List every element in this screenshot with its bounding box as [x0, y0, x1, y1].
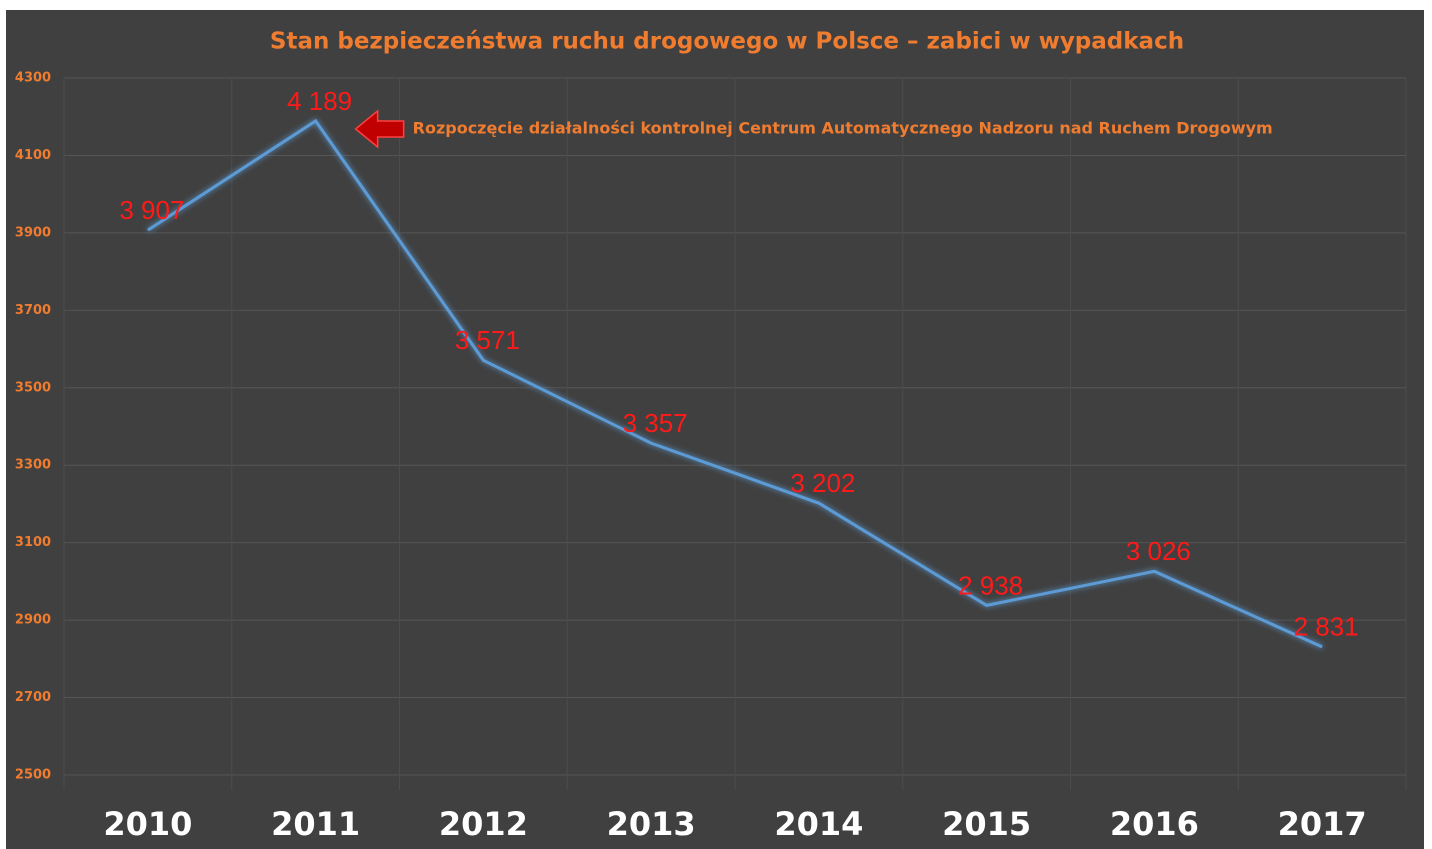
data-label: 3 357 [623, 408, 688, 438]
y-tick-label: 2900 [15, 613, 51, 628]
y-tick-label: 2700 [15, 690, 51, 705]
data-label: 3 571 [455, 325, 520, 355]
data-label: 4 189 [287, 86, 352, 116]
chart-background [6, 10, 1424, 849]
x-tick-label: 2010 [103, 805, 192, 843]
data-label: 2 831 [1294, 612, 1359, 642]
y-tick-label: 4300 [15, 71, 51, 86]
x-tick-label: 2013 [607, 805, 696, 843]
y-tick-label: 3300 [15, 458, 51, 473]
x-tick-label: 2011 [271, 805, 360, 843]
data-label: 3 026 [1126, 536, 1191, 566]
x-tick-label: 2014 [774, 805, 863, 843]
x-tick-label: 2015 [942, 805, 1031, 843]
y-tick-label: 4100 [15, 148, 51, 163]
chart-title: Stan bezpieczeństwa ruchu drogowego w Po… [270, 29, 1184, 55]
data-label: 2 938 [958, 570, 1023, 600]
x-tick-label: 2016 [1110, 805, 1199, 843]
x-tick-label: 2017 [1278, 805, 1367, 843]
y-tick-label: 3500 [15, 380, 51, 395]
y-tick-label: 2500 [15, 768, 51, 783]
x-tick-label: 2012 [439, 805, 528, 843]
line [147, 118, 1323, 649]
annotation: Rozpoczęcie działalności kontrolnej Cent… [413, 118, 1273, 137]
data-label: 3 202 [790, 468, 855, 498]
data-label: 3 907 [119, 195, 184, 225]
y-tick-label: 3900 [15, 225, 51, 240]
y-tick-label: 3100 [15, 535, 51, 550]
annotation-arrow [354, 109, 405, 149]
y-tick-label: 3700 [15, 303, 51, 318]
